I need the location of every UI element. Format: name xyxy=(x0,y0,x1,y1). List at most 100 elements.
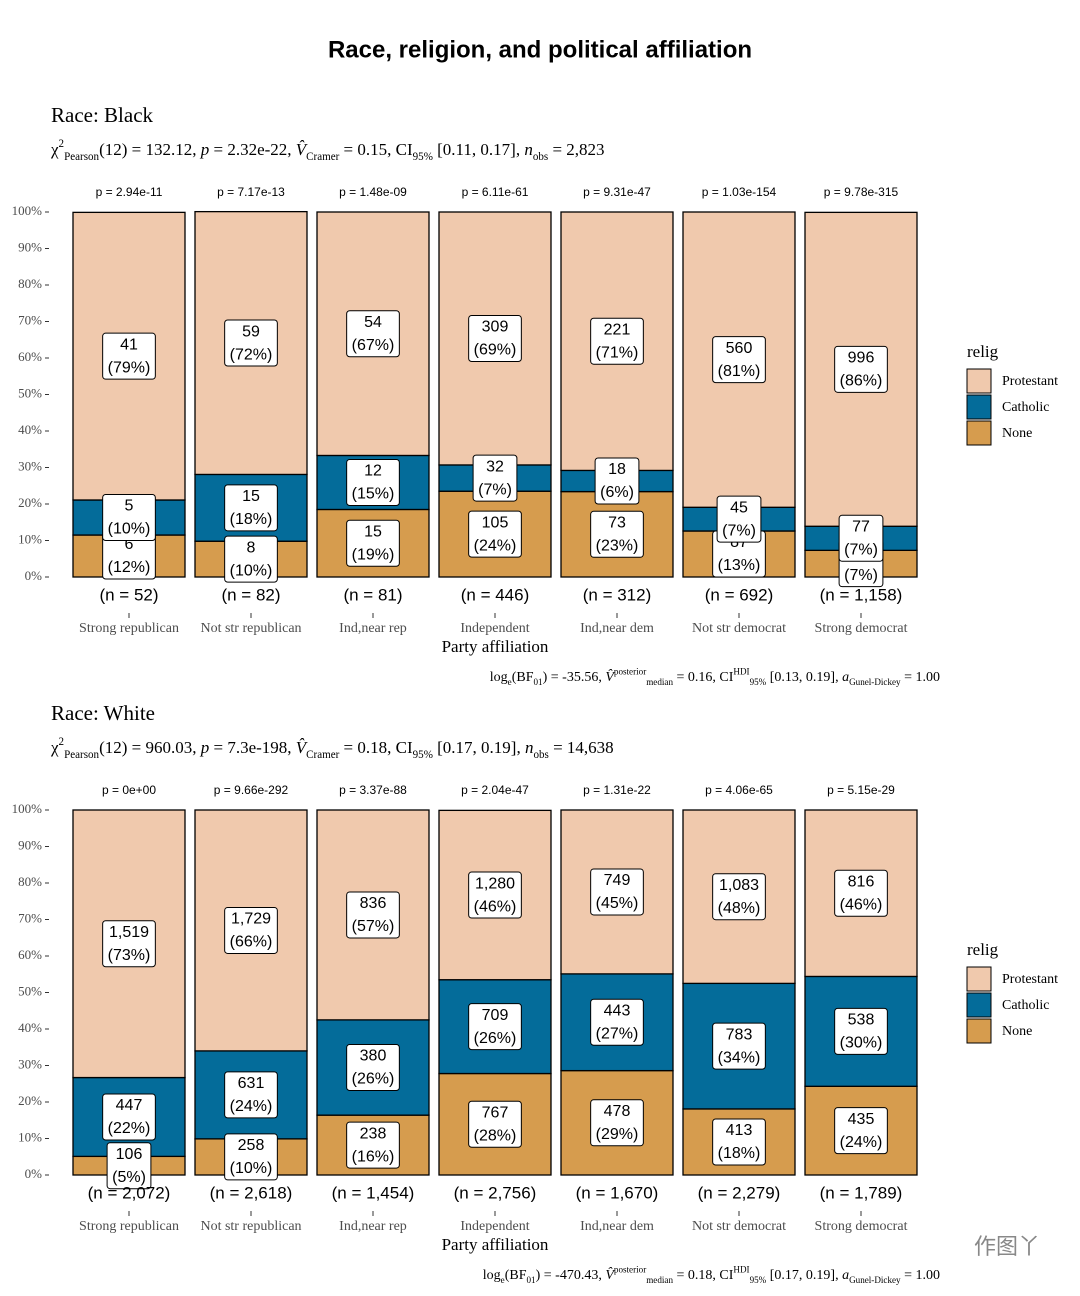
count-label: 15 xyxy=(364,523,382,540)
formula-part: (12) = 132.12, xyxy=(99,140,201,159)
formula-part: (BF xyxy=(505,1268,527,1283)
formula-part: 95% xyxy=(413,748,433,760)
legend-key xyxy=(966,992,992,1018)
value-label-box xyxy=(102,920,156,968)
formula-part: V̂ xyxy=(605,1267,615,1283)
legend-key xyxy=(966,966,992,992)
percent-label: (22%) xyxy=(108,1120,151,1137)
value-label-box xyxy=(834,345,888,393)
value-label: 996 (86%) xyxy=(834,345,888,393)
n-label: (n = 52) xyxy=(99,585,158,604)
formula-part: posterior xyxy=(614,666,646,676)
formula-part: = 2.32e-22, xyxy=(209,140,296,159)
formula-part: p xyxy=(200,738,210,757)
percent-label: (6%) xyxy=(600,484,634,501)
count-label: 6 xyxy=(125,536,134,553)
p-label: p = 5.15e-29 xyxy=(827,783,895,797)
legend-key xyxy=(966,394,992,420)
n-label: (n = 1,454) xyxy=(332,1183,415,1202)
count-label: 105 xyxy=(482,514,509,531)
value-label: 221 (71%) xyxy=(590,317,644,365)
formula-part: 01 xyxy=(527,1275,536,1285)
formula-part: posterior xyxy=(614,1264,646,1274)
count-label: 631 xyxy=(238,1075,265,1092)
formula-part: χ xyxy=(50,738,59,757)
percent-label: (69%) xyxy=(474,342,517,359)
value-label-box xyxy=(346,310,400,358)
x-tick-label: Not str republican xyxy=(200,621,301,636)
formula-part: [0.11, 0.17], xyxy=(433,140,524,159)
legend-title: relig xyxy=(967,940,999,959)
formula-part: (12) = 960.03, xyxy=(99,738,201,757)
n-label: (n = 1,789) xyxy=(820,1183,903,1202)
count-label: 1,519 xyxy=(109,924,149,941)
legend-key xyxy=(966,1018,992,1044)
value-label: 631 (24%) xyxy=(224,1071,278,1119)
formula-part: HDI xyxy=(733,666,749,676)
count-label: 221 xyxy=(604,321,631,338)
percent-label: (57%) xyxy=(352,918,395,935)
count-label: 749 xyxy=(604,872,631,889)
value-label: 1,519 (73%) xyxy=(102,920,156,968)
formula-part: 95% xyxy=(413,150,433,162)
x-tick-label: Independent xyxy=(460,1219,529,1234)
y-tick-label: 0% xyxy=(25,568,43,583)
formula-part: Gunel-Dickey xyxy=(849,677,901,687)
value-label: 816 (46%) xyxy=(834,869,888,917)
chart-title: Race, religion, and political affiliatio… xyxy=(328,36,752,63)
value-label-box xyxy=(468,1003,522,1051)
formula-part: χ xyxy=(50,140,59,159)
y-tick-label: 100% xyxy=(12,801,43,816)
percent-label: (81%) xyxy=(718,363,761,380)
n-label: (n = 312) xyxy=(583,585,652,604)
formula-part: p xyxy=(200,140,210,159)
formula-part: a xyxy=(842,1268,849,1283)
formula-part: 01 xyxy=(534,677,543,687)
x-tick-label: Strong democrat xyxy=(815,621,908,636)
n-label: (n = 82) xyxy=(221,585,280,604)
p-label: p = 2.94e-11 xyxy=(96,185,163,199)
y-tick-label: 60% xyxy=(18,349,42,364)
percent-label: (10%) xyxy=(108,521,151,538)
value-label: 6 (12%) xyxy=(102,532,156,580)
count-label: 767 xyxy=(482,1104,509,1121)
value-label-box xyxy=(224,535,278,583)
formula-part: = 0.15, CI xyxy=(339,140,413,159)
percent-label: (86%) xyxy=(840,373,883,390)
count-label: 996 xyxy=(848,350,875,367)
formula-part: [0.13, 0.19], xyxy=(766,670,842,685)
x-tick-label: Strong republican xyxy=(79,1219,179,1234)
y-tick-label: 80% xyxy=(18,276,42,291)
formula-part: 2 xyxy=(59,138,65,150)
n-label: (n = 692) xyxy=(705,585,774,604)
value-label-box xyxy=(712,1022,766,1070)
formula-part: V̂ xyxy=(605,669,615,685)
formula-part: = 2,823 xyxy=(548,140,604,159)
x-tick-label: Independent xyxy=(460,621,529,636)
count-label: 41 xyxy=(120,336,138,353)
n-label: (n = 2,279) xyxy=(698,1183,781,1202)
legend-key xyxy=(966,368,992,394)
formula-part: median xyxy=(646,677,673,687)
count-label: 5 xyxy=(125,498,134,515)
value-label-box xyxy=(102,1093,156,1141)
value-label-box xyxy=(102,332,156,380)
value-label: 15 (19%) xyxy=(346,519,400,567)
value-label-box xyxy=(224,906,278,954)
n-label: (n = 1,670) xyxy=(576,1183,659,1202)
formula-part: = 0.16, CI xyxy=(673,670,734,685)
legend-label: None xyxy=(1002,1024,1032,1039)
percent-label: (18%) xyxy=(230,511,273,528)
formula-part: Gunel-Dickey xyxy=(849,1275,901,1285)
value-label: 749 (45%) xyxy=(590,868,644,916)
y-tick-label: 40% xyxy=(18,422,42,437)
count-label: 15 xyxy=(242,488,260,505)
count-label: 258 xyxy=(238,1137,265,1154)
count-label: 836 xyxy=(360,895,387,912)
value-label-box xyxy=(346,1044,400,1092)
count-label: 32 xyxy=(486,458,504,475)
value-label-box xyxy=(712,873,766,921)
value-label: 73 (23%) xyxy=(590,510,644,558)
percent-label: (10%) xyxy=(230,1160,273,1177)
formula-part: obs xyxy=(533,748,548,760)
